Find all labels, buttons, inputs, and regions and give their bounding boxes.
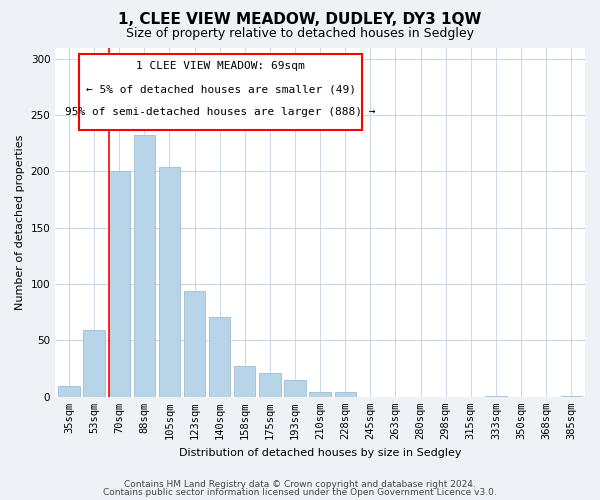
Bar xyxy=(310,392,331,397)
Text: 1 CLEE VIEW MEADOW: 69sqm: 1 CLEE VIEW MEADOW: 69sqm xyxy=(136,62,305,72)
Bar xyxy=(159,167,180,397)
Text: Contains public sector information licensed under the Open Government Licence v3: Contains public sector information licen… xyxy=(103,488,497,497)
Text: Contains HM Land Registry data © Crown copyright and database right 2024.: Contains HM Land Registry data © Crown c… xyxy=(124,480,476,489)
Text: 95% of semi-detached houses are larger (888) →: 95% of semi-detached houses are larger (… xyxy=(65,107,376,117)
Text: ← 5% of detached houses are smaller (49): ← 5% of detached houses are smaller (49) xyxy=(86,84,356,94)
Bar xyxy=(184,291,205,397)
Bar xyxy=(485,396,506,397)
Bar xyxy=(560,396,582,397)
FancyBboxPatch shape xyxy=(79,54,362,130)
Bar xyxy=(209,317,230,397)
Bar xyxy=(109,172,130,397)
Bar xyxy=(58,386,80,397)
Bar xyxy=(284,380,305,397)
Text: Size of property relative to detached houses in Sedgley: Size of property relative to detached ho… xyxy=(126,28,474,40)
Bar xyxy=(259,373,281,397)
Bar xyxy=(234,366,256,397)
Y-axis label: Number of detached properties: Number of detached properties xyxy=(15,134,25,310)
Bar xyxy=(335,392,356,397)
Text: 1, CLEE VIEW MEADOW, DUDLEY, DY3 1QW: 1, CLEE VIEW MEADOW, DUDLEY, DY3 1QW xyxy=(118,12,482,28)
X-axis label: Distribution of detached houses by size in Sedgley: Distribution of detached houses by size … xyxy=(179,448,461,458)
Bar xyxy=(83,330,105,397)
Bar xyxy=(134,136,155,397)
